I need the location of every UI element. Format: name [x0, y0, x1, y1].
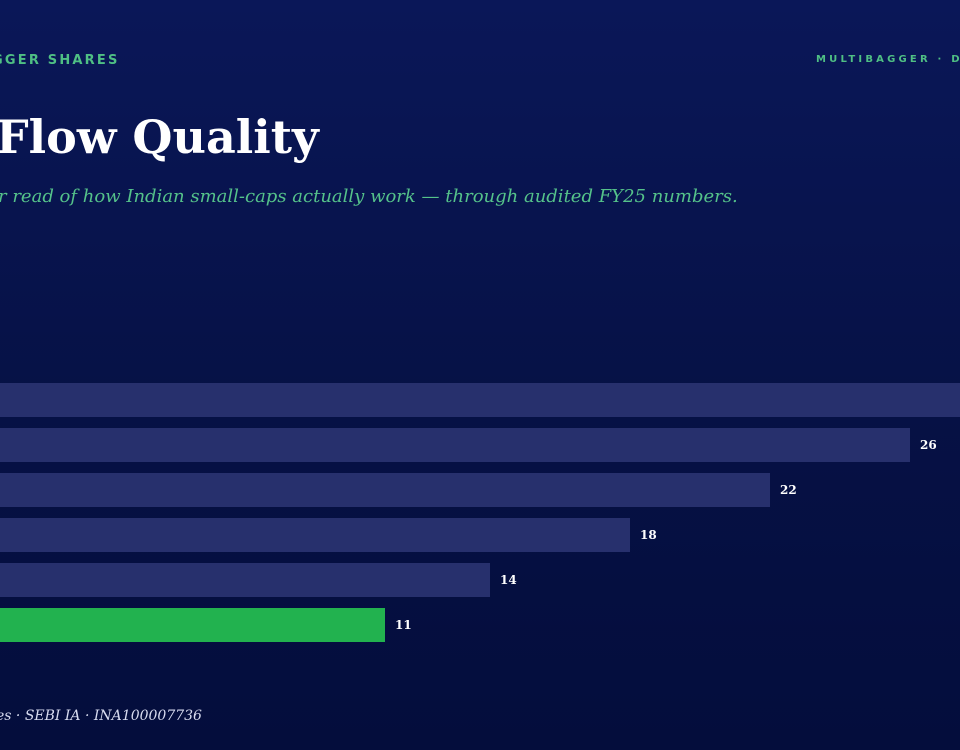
kicker-left: GGER SHARES — [0, 53, 120, 68]
bar-value-label: 14 — [500, 573, 517, 587]
bar-value-label: 26 — [920, 438, 937, 452]
bar — [0, 428, 910, 462]
bar — [0, 383, 960, 417]
footer-disclaimer: es · SEBI IA · INA100007736 — [0, 708, 202, 724]
bar-value-label: 18 — [640, 528, 657, 542]
bar-value-label: 22 — [780, 483, 797, 497]
bar — [0, 473, 770, 507]
bar-value-label: 11 — [395, 618, 412, 632]
page-subtitle: r read of how Indian small-caps actually… — [0, 186, 738, 207]
bar-highlight — [0, 608, 385, 642]
page-title: Flow Quality — [0, 110, 319, 164]
bar — [0, 518, 630, 552]
kicker-right: MULTIBAGGER · D — [816, 54, 960, 65]
bar — [0, 563, 490, 597]
